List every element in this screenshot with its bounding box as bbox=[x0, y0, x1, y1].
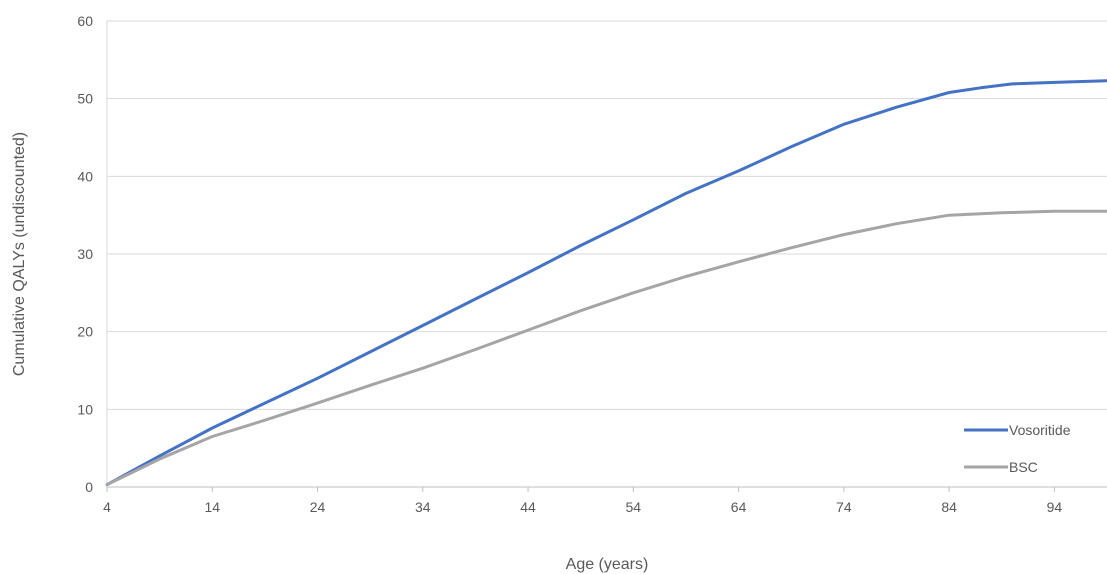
series-lines bbox=[105, 79, 1107, 487]
x-tick-label: 84 bbox=[941, 499, 957, 515]
y-tick-label: 60 bbox=[77, 13, 93, 29]
y-tick-label: 20 bbox=[77, 324, 93, 340]
x-tick-label: 14 bbox=[204, 499, 220, 515]
x-tick-labels: 4 14 24 34 44 54 64 74 84 94 bbox=[103, 499, 1062, 515]
x-tick-label: 4 bbox=[103, 499, 111, 515]
series-line-bsc bbox=[105, 209, 1107, 487]
x-axis-title: Age (years) bbox=[566, 556, 649, 573]
y-tick-label: 0 bbox=[85, 479, 93, 495]
x-tick-label: 74 bbox=[836, 499, 852, 515]
legend-label-vosoritide: Vosoritide bbox=[1009, 422, 1071, 438]
x-tick-label: 54 bbox=[626, 499, 642, 515]
x-tick-label: 44 bbox=[520, 499, 536, 515]
y-tick-label: 50 bbox=[77, 91, 93, 107]
y-tick-labels: 0 10 20 30 40 50 60 bbox=[77, 13, 93, 495]
y-tick-label: 30 bbox=[77, 246, 93, 262]
gridlines bbox=[107, 20, 1107, 410]
x-tick-label: 34 bbox=[415, 499, 431, 515]
legend-label-bsc: BSC bbox=[1009, 459, 1038, 475]
x-tick-label: 24 bbox=[310, 499, 326, 515]
series-line-vosoritide bbox=[105, 79, 1107, 487]
y-tick-label: 40 bbox=[77, 168, 93, 184]
x-tick-label: 94 bbox=[1047, 499, 1063, 515]
axes bbox=[106, 21, 1107, 492]
y-axis-title: Cumulative QALYs (undiscounted) bbox=[11, 132, 28, 376]
x-tick-label: 64 bbox=[731, 499, 747, 515]
y-tick-label: 10 bbox=[77, 401, 93, 417]
legend: Vosoritide BSC bbox=[964, 422, 1071, 475]
